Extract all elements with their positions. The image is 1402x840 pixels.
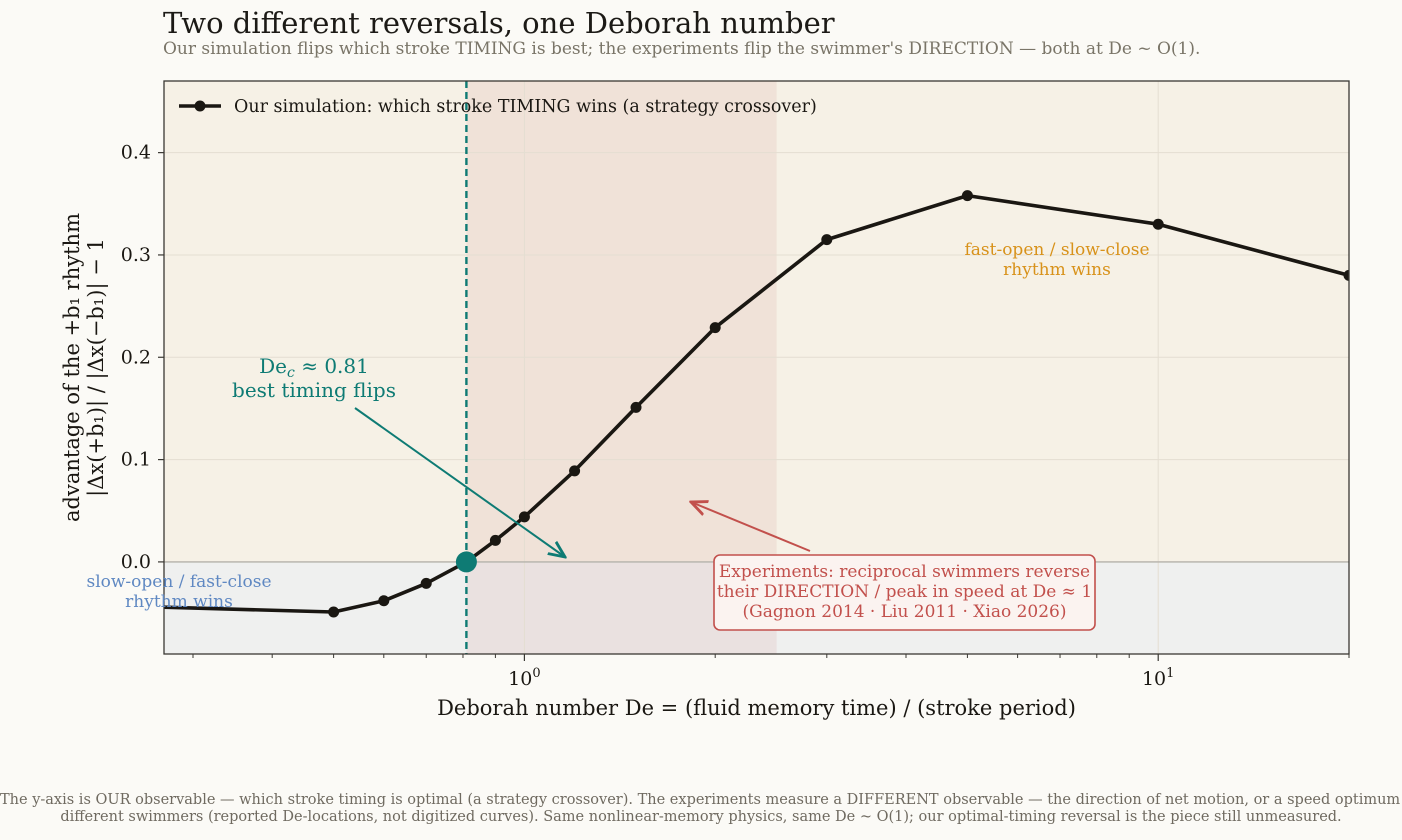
experiment-arrow bbox=[691, 502, 811, 552]
upper-region-label: rhythm wins bbox=[1003, 260, 1111, 280]
chart-title: Two different reversals, one Deborah num… bbox=[163, 6, 835, 40]
footnote: The y-axis is OUR observable — which str… bbox=[0, 792, 1402, 826]
experiment-label: their DIRECTION / peak in speed at De ≈ … bbox=[717, 582, 1092, 602]
critical-point bbox=[455, 551, 477, 573]
y-tick-label: 0.2 bbox=[121, 346, 151, 368]
plot-frame bbox=[163, 80, 1350, 655]
data-point bbox=[420, 577, 432, 589]
legend-label: Our simulation: which stroke TIMING wins… bbox=[234, 97, 817, 117]
lower-region-label: rhythm wins bbox=[125, 592, 233, 612]
legend-swatch-marker bbox=[194, 100, 206, 112]
upper-region-bg bbox=[164, 81, 1349, 562]
line-chart: 0.0 0.1 0.2 0.3 0.4 100 101 Deborah number De =… bbox=[60, 80, 1350, 720]
data-point bbox=[569, 465, 581, 477]
data-point bbox=[630, 401, 642, 413]
series-line bbox=[164, 193, 1349, 614]
footnote-line-2: different swimmers (reported De-location… bbox=[60, 809, 1342, 825]
y-tick-label: 0.4 bbox=[121, 142, 151, 164]
chart-subtitle: Our simulation flips which stroke TIMING… bbox=[163, 39, 1201, 59]
x-tick-label: 100 bbox=[508, 666, 540, 690]
data-point bbox=[961, 190, 973, 202]
critical-arrow bbox=[354, 407, 565, 557]
critical-label: Dec ≈ 0.81 bbox=[259, 354, 369, 381]
upper-region-label: fast-open / slow-close bbox=[964, 240, 1149, 260]
lower-region-label: slow-open / fast-close bbox=[86, 572, 271, 592]
data-point bbox=[328, 606, 340, 618]
experiment-box bbox=[713, 554, 1096, 631]
data-point bbox=[1343, 269, 1349, 281]
data-point bbox=[76, 599, 87, 610]
experiment-label: (Gagnon 2014 · Liu 2011 · Xiao 2026) bbox=[742, 602, 1066, 622]
data-point bbox=[821, 234, 833, 246]
y-tick-label: 0.3 bbox=[121, 244, 151, 266]
data-point bbox=[518, 511, 530, 523]
y-tick-label: 0.0 bbox=[121, 551, 151, 573]
x-axis-label: Deborah number De = (fluid memory time) … bbox=[437, 696, 1076, 720]
data-point bbox=[489, 534, 501, 546]
experiment-label: Experiments: reciprocal swimmers reverse bbox=[719, 562, 1090, 582]
x-tick-label: 101 bbox=[1142, 666, 1174, 690]
data-point bbox=[1152, 218, 1164, 230]
footnote-line-1: The y-axis is OUR observable — which str… bbox=[0, 792, 1402, 808]
data-point bbox=[378, 595, 390, 607]
y-axis-label: advantage of the +b₁ rhythm|Δx(+b₁)| / |… bbox=[60, 213, 109, 522]
critical-label: best timing flips bbox=[232, 378, 396, 402]
data-point bbox=[709, 322, 721, 334]
y-tick-label: 0.1 bbox=[121, 449, 151, 471]
